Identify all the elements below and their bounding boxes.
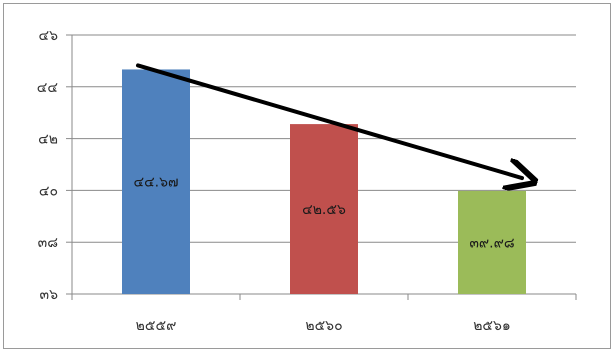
- y-tick-label: ๓๖: [40, 287, 59, 303]
- bar: [122, 69, 190, 295]
- data-label: ๓๙.๙๘: [469, 235, 514, 251]
- y-tick-label: ๔๐: [39, 183, 58, 199]
- data-label: ๔๔.๖๗: [133, 175, 178, 191]
- data-label: ๔๒.๕๖: [302, 202, 346, 218]
- y-tick-label: ๔๔: [37, 80, 58, 96]
- bar: [290, 124, 358, 294]
- trend-arrow: [136, 63, 522, 178]
- bar: [458, 190, 526, 294]
- y-tick-label: ๔๖: [39, 28, 59, 44]
- x-tick-label: ๒๕๖๐: [305, 318, 342, 334]
- trend-arrow-line: [136, 63, 522, 178]
- bars: [122, 69, 526, 295]
- y-tick-label: ๓๘: [38, 235, 58, 251]
- x-tick-label: ๒๕๖๑: [473, 318, 511, 334]
- y-tick-label: ๔๒: [38, 132, 58, 148]
- x-tick-label: ๒๕๕๙: [136, 318, 177, 334]
